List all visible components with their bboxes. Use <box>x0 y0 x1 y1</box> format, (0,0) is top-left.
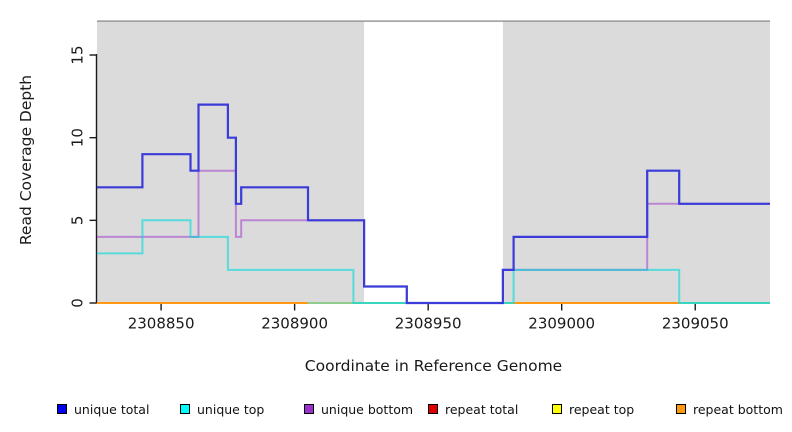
unique-top-swatch <box>180 404 190 414</box>
chart-legend: unique total unique top unique bottom re… <box>0 401 792 423</box>
axes: 0 5 10 15 2308850 2308900 2308950 2309000 230905… <box>17 45 729 375</box>
repeat-total-swatch <box>428 404 438 414</box>
legend-item-repeat-total: repeat total <box>428 401 518 417</box>
legend-label: repeat total <box>445 401 519 417</box>
x-tick-label: 2309050 <box>662 315 729 333</box>
unique-total-swatch <box>57 404 67 414</box>
legend-label: unique bottom <box>321 401 414 417</box>
unique-bottom-swatch <box>304 404 314 414</box>
y-tick-label: 0 <box>69 298 87 308</box>
legend-item-unique-bottom: unique bottom <box>304 401 413 417</box>
series-unique-total <box>97 103 770 305</box>
legend-label: repeat bottom <box>693 401 783 417</box>
legend-item-unique-total: unique total <box>57 401 149 417</box>
legend-item-repeat-top: repeat top <box>552 401 634 417</box>
x-axis-label: Coordinate in Reference Genome <box>305 357 562 375</box>
x-tick-label: 2309000 <box>528 315 595 333</box>
legend-label: unique total <box>74 401 150 417</box>
legend-label: repeat top <box>569 401 635 417</box>
legend-item-unique-top: unique top <box>180 401 264 417</box>
series-unique-top <box>97 219 770 304</box>
x-tick-label: 2308900 <box>261 315 328 333</box>
x-tick-label: 2308850 <box>128 315 195 333</box>
y-tick-label: 10 <box>69 128 87 147</box>
y-tick-label: 5 <box>69 216 87 226</box>
y-tick-label: 15 <box>69 45 87 64</box>
shaded-regions <box>97 21 770 304</box>
repeat-top-swatch <box>552 404 562 414</box>
legend-item-repeat-bottom: repeat bottom <box>676 401 783 417</box>
repeat-bottom-swatch <box>676 404 686 414</box>
y-axis-label: Read Coverage Depth <box>17 75 35 245</box>
x-tick-label: 2308950 <box>395 315 462 333</box>
legend-label: unique top <box>197 401 265 417</box>
